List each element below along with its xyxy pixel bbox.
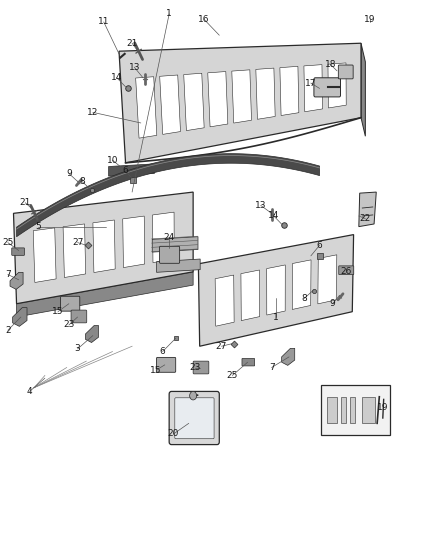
Polygon shape	[318, 255, 337, 304]
FancyBboxPatch shape	[321, 385, 390, 435]
Text: 13: 13	[255, 201, 266, 210]
Polygon shape	[280, 67, 299, 116]
Polygon shape	[93, 220, 115, 272]
Text: 19: 19	[377, 403, 389, 412]
Text: 16: 16	[198, 15, 210, 24]
Text: 23: 23	[190, 363, 201, 372]
Text: 26: 26	[340, 268, 351, 276]
Text: 1: 1	[166, 10, 172, 19]
Polygon shape	[33, 228, 56, 282]
FancyBboxPatch shape	[242, 359, 254, 366]
Text: 13: 13	[128, 63, 140, 71]
Polygon shape	[119, 43, 361, 163]
Text: 23: 23	[63, 320, 74, 329]
Polygon shape	[14, 192, 193, 304]
Bar	[328, 397, 337, 423]
Polygon shape	[13, 308, 27, 326]
Polygon shape	[215, 275, 234, 326]
Polygon shape	[123, 216, 145, 268]
Bar	[362, 397, 375, 423]
FancyBboxPatch shape	[169, 391, 219, 445]
Text: 11: 11	[98, 18, 110, 27]
Polygon shape	[361, 43, 365, 136]
Polygon shape	[328, 63, 346, 108]
Text: 6: 6	[317, 241, 322, 250]
Polygon shape	[232, 70, 251, 123]
Polygon shape	[198, 235, 353, 346]
Text: 27: 27	[216, 342, 227, 351]
Text: 15: 15	[52, 307, 64, 316]
Polygon shape	[208, 71, 228, 127]
Text: 3: 3	[75, 344, 81, 353]
Polygon shape	[152, 212, 174, 263]
Bar	[350, 397, 355, 423]
Text: 8: 8	[301, 294, 307, 303]
Text: 24: 24	[163, 233, 175, 242]
FancyBboxPatch shape	[159, 246, 180, 263]
Polygon shape	[282, 349, 295, 366]
Polygon shape	[17, 272, 193, 317]
Text: 18: 18	[325, 60, 336, 69]
Polygon shape	[10, 272, 23, 289]
Text: 4: 4	[27, 387, 32, 396]
Text: 9: 9	[66, 169, 72, 178]
Text: 22: 22	[360, 214, 371, 223]
Text: 20: 20	[168, 430, 179, 439]
Polygon shape	[267, 265, 285, 315]
Text: 25: 25	[227, 371, 238, 380]
FancyBboxPatch shape	[314, 78, 340, 97]
Text: 15: 15	[150, 366, 162, 375]
Text: 7: 7	[269, 363, 275, 372]
Text: 8: 8	[79, 177, 85, 186]
Text: 9: 9	[330, 299, 336, 308]
Text: 27: 27	[72, 238, 83, 247]
Text: 7: 7	[5, 270, 11, 279]
Polygon shape	[136, 77, 157, 138]
FancyBboxPatch shape	[12, 248, 25, 255]
Text: 6: 6	[160, 347, 166, 356]
Polygon shape	[304, 64, 322, 112]
Polygon shape	[256, 68, 275, 119]
Polygon shape	[85, 326, 99, 343]
Polygon shape	[184, 73, 204, 131]
FancyBboxPatch shape	[338, 65, 353, 79]
Text: 14: 14	[111, 73, 123, 82]
Circle shape	[190, 391, 197, 400]
Polygon shape	[160, 75, 180, 134]
Polygon shape	[63, 224, 86, 278]
FancyBboxPatch shape	[339, 266, 354, 274]
FancyBboxPatch shape	[71, 310, 87, 323]
Text: 2: 2	[5, 326, 11, 335]
FancyBboxPatch shape	[193, 361, 209, 374]
Text: 14: 14	[268, 212, 279, 221]
Polygon shape	[241, 270, 260, 321]
Text: 25: 25	[2, 238, 14, 247]
Text: 17: 17	[305, 78, 317, 87]
Polygon shape	[359, 192, 376, 227]
Polygon shape	[292, 260, 311, 310]
FancyBboxPatch shape	[156, 358, 176, 372]
Text: 10: 10	[107, 156, 118, 165]
Text: 19: 19	[364, 15, 375, 24]
Text: 1: 1	[273, 312, 279, 321]
Polygon shape	[17, 154, 320, 237]
Text: 5: 5	[35, 222, 41, 231]
Text: 6: 6	[123, 166, 128, 175]
FancyBboxPatch shape	[60, 296, 80, 311]
Text: 12: 12	[87, 108, 99, 117]
Text: 21: 21	[20, 198, 31, 207]
Bar	[340, 397, 346, 423]
Text: 21: 21	[127, 39, 138, 48]
FancyBboxPatch shape	[175, 398, 214, 439]
